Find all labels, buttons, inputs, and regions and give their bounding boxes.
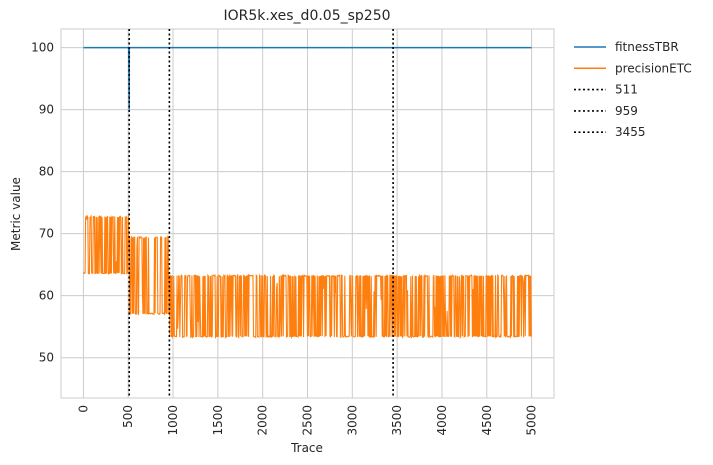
x-tick-label: 500 (121, 405, 135, 428)
y-tick-label: 70 (39, 227, 54, 241)
legend-label: 959 (615, 104, 638, 118)
legend-label: 511 (615, 83, 638, 97)
x-tick-label: 2000 (256, 405, 270, 436)
x-tick-label: 2500 (301, 405, 315, 436)
x-tick-label: 3500 (390, 405, 404, 436)
y-tick-label: 60 (39, 289, 54, 303)
x-axis-label: Trace (290, 441, 323, 455)
x-tick-label: 5000 (525, 405, 539, 436)
legend-label: fitnessTBR (615, 40, 679, 54)
y-tick-label: 100 (31, 41, 54, 55)
y-ticks: 50 60 70 80 90 100 (31, 41, 54, 365)
y-axis-label: Metric value (9, 177, 23, 251)
x-tick-label: 4000 (435, 405, 449, 436)
y-tick-label: 90 (39, 103, 54, 117)
legend-label: 3455 (615, 125, 646, 139)
x-tick-label: 4500 (480, 405, 494, 436)
x-tick-label: 0 (76, 405, 90, 413)
x-ticks: 0 500 1000 1500 2000 2500 3000 3500 4000 4500 5000 (76, 405, 538, 436)
x-tick-label: 1500 (211, 405, 225, 436)
legend-label: precisionETC (615, 61, 692, 75)
y-tick-label: 50 (39, 351, 54, 365)
x-tick-label: 3000 (345, 405, 359, 436)
x-tick-label: 1000 (166, 405, 180, 436)
y-tick-label: 80 (39, 165, 54, 179)
legend: fitnessTBR precisionETC 511 959 3455 (574, 40, 692, 139)
chart-title: IOR5k.xes_d0.05_sp250 (223, 8, 390, 24)
